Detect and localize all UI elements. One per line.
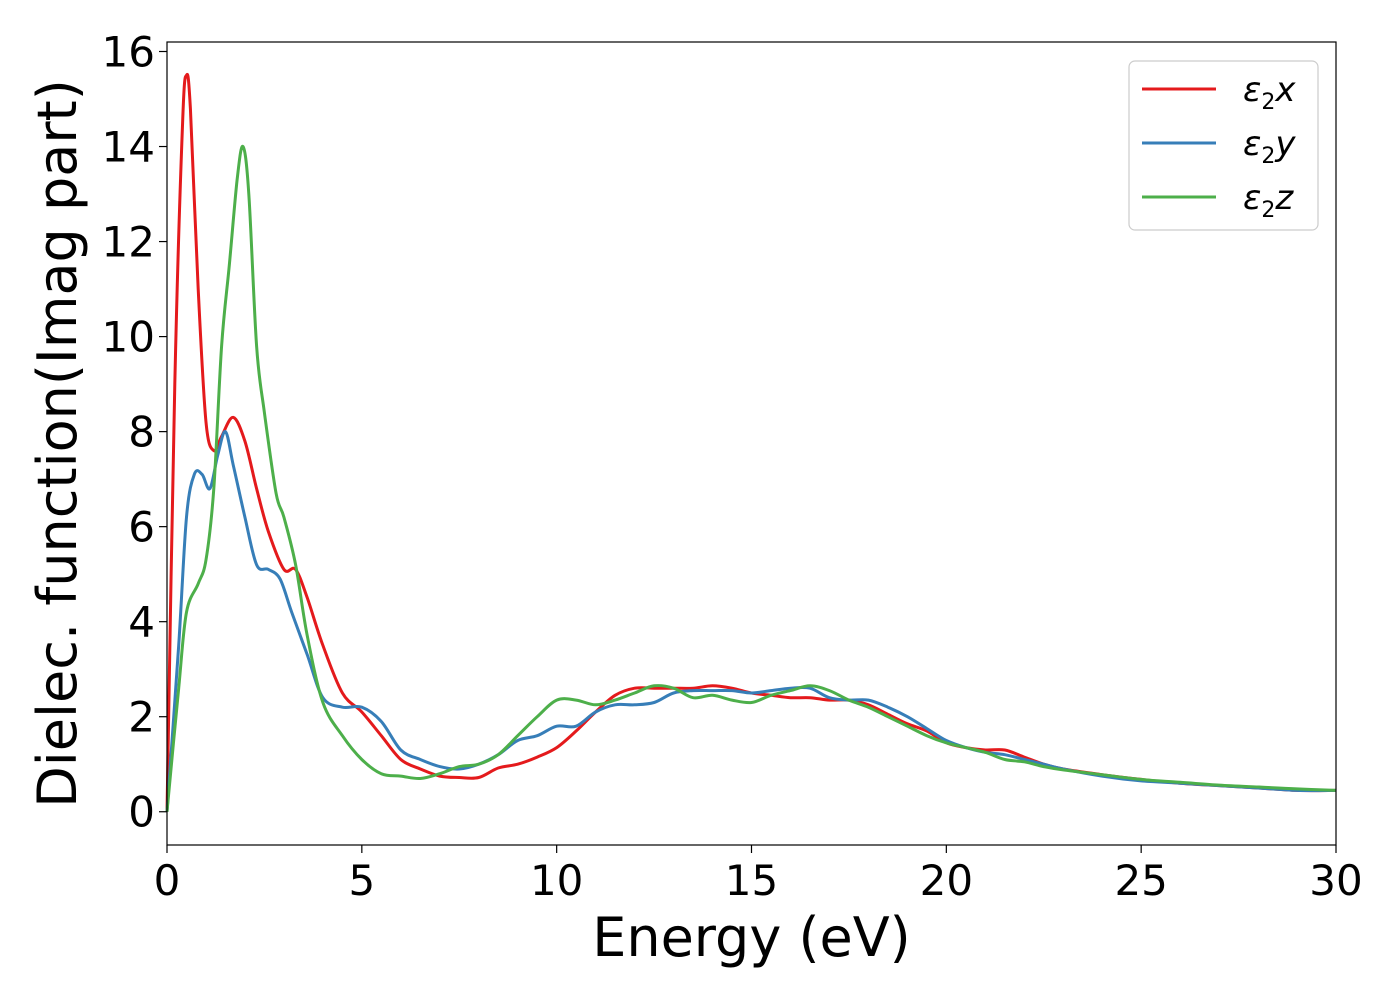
series-layer [165, 72, 1337, 812]
x-tick-label: 25 [1114, 856, 1167, 905]
x-tick-label: 5 [348, 856, 375, 905]
x-axis-title: Energy (eV) [592, 906, 911, 969]
legend-series-x-label: ε2x [1243, 70, 1296, 115]
y-tick-label: 0 [128, 788, 155, 837]
y-tick-label: 8 [128, 408, 155, 457]
x-tick-label: 10 [530, 856, 583, 905]
y-tick-label: 6 [128, 503, 155, 552]
y-tick-label: 12 [102, 218, 155, 267]
x-tick-label: 0 [154, 856, 181, 905]
legend-series-z-label: ε2z [1243, 178, 1294, 223]
y-tick-label: 2 [128, 693, 155, 742]
y-axis-title: Dielec. function(Imag part) [26, 79, 89, 808]
legend-series-y-label: ε2y [1243, 124, 1296, 169]
y-tick-label: 4 [128, 598, 155, 647]
x-tick-label: 15 [725, 856, 778, 905]
legend: ε2x ε2y ε2z [1128, 60, 1319, 231]
ticks-layer: 0 5 10 15 20 25 30 0 2 4 6 8 10 12 14 16 [102, 28, 1363, 905]
series-y-line [165, 430, 1337, 812]
y-tick-label: 14 [102, 123, 155, 172]
x-tick-label: 20 [920, 856, 973, 905]
series-z-line [165, 144, 1337, 812]
y-tick-label: 16 [102, 28, 155, 77]
legend-frame [1128, 60, 1319, 231]
y-tick-label: 10 [102, 313, 155, 362]
x-tick-label: 30 [1309, 856, 1362, 905]
